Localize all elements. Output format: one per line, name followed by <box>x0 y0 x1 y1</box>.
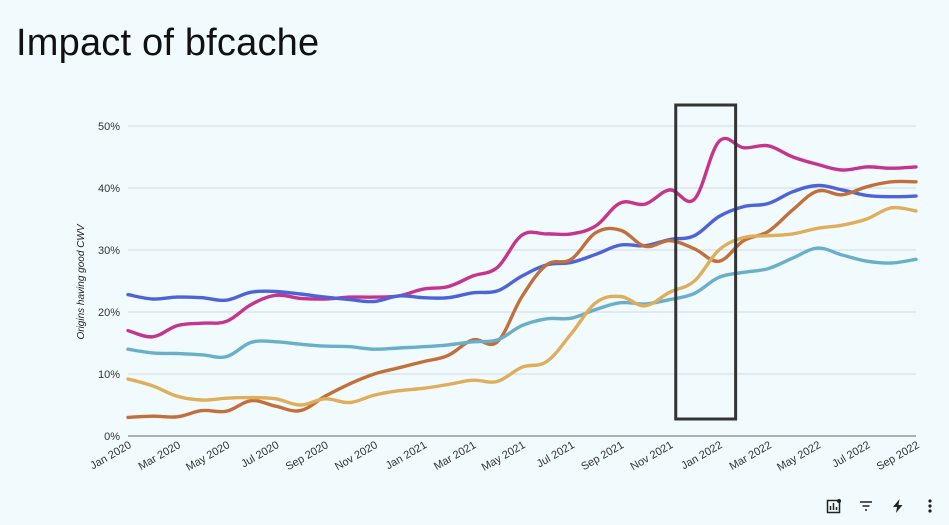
x-tick-label: Jan 2022 <box>679 439 724 472</box>
series-line-1 <box>126 136 918 339</box>
chart-title: Impact of bfcache <box>16 22 320 64</box>
x-tick-label: Mar 2020 <box>136 439 182 473</box>
x-tick-label: Jan 2020 <box>88 439 133 472</box>
x-tick-label: Mar 2022 <box>727 439 773 473</box>
x-tick-label: Nov 2020 <box>333 439 380 473</box>
series-line-4 <box>126 246 918 360</box>
x-tick-label: Mar 2021 <box>432 439 478 473</box>
y-tick-label: 30% <box>98 245 120 257</box>
y-tick-label: 10% <box>98 369 120 381</box>
series-line-3 <box>126 179 918 420</box>
y-axis-label: Origins having good CWV <box>76 223 87 339</box>
x-tick-label: Jul 2021 <box>535 439 577 470</box>
filter-icon[interactable] <box>857 497 875 515</box>
x-tick-label: May 2021 <box>480 439 528 474</box>
y-axis-ticks: 0% 10% 20% 30% 40% 50% <box>98 121 120 443</box>
y-tick-label: 20% <box>98 307 120 319</box>
gridlines <box>128 125 916 437</box>
x-tick-label: May 2020 <box>184 439 232 474</box>
x-tick-label: Sep 2021 <box>579 439 626 473</box>
y-tick-label: 40% <box>98 183 120 195</box>
y-tick-label: 0% <box>104 431 120 443</box>
highlight-box <box>674 103 738 421</box>
more-vert-icon[interactable] <box>921 497 939 515</box>
x-axis-ticks: Jan 2020 Mar 2020 May 2020 Jul 2020 Sep 2020… <box>88 439 921 474</box>
x-tick-label: Jul 2020 <box>239 439 281 470</box>
series-line-5 <box>126 205 918 407</box>
series-line-2 <box>126 183 918 304</box>
x-tick-label: May 2022 <box>775 439 823 474</box>
x-tick-label: Sep 2022 <box>875 439 922 473</box>
x-tick-label: Sep 2020 <box>284 439 331 473</box>
x-tick-label: Nov 2021 <box>628 439 675 473</box>
chart-toolbar <box>825 497 939 515</box>
chart-explore-icon[interactable] <box>825 497 843 515</box>
series-lines <box>126 136 918 420</box>
x-tick-label: Jul 2022 <box>830 439 872 470</box>
x-tick-label: Jan 2021 <box>384 439 429 472</box>
lightning-icon[interactable] <box>889 497 907 515</box>
y-tick-label: 50% <box>98 121 120 133</box>
